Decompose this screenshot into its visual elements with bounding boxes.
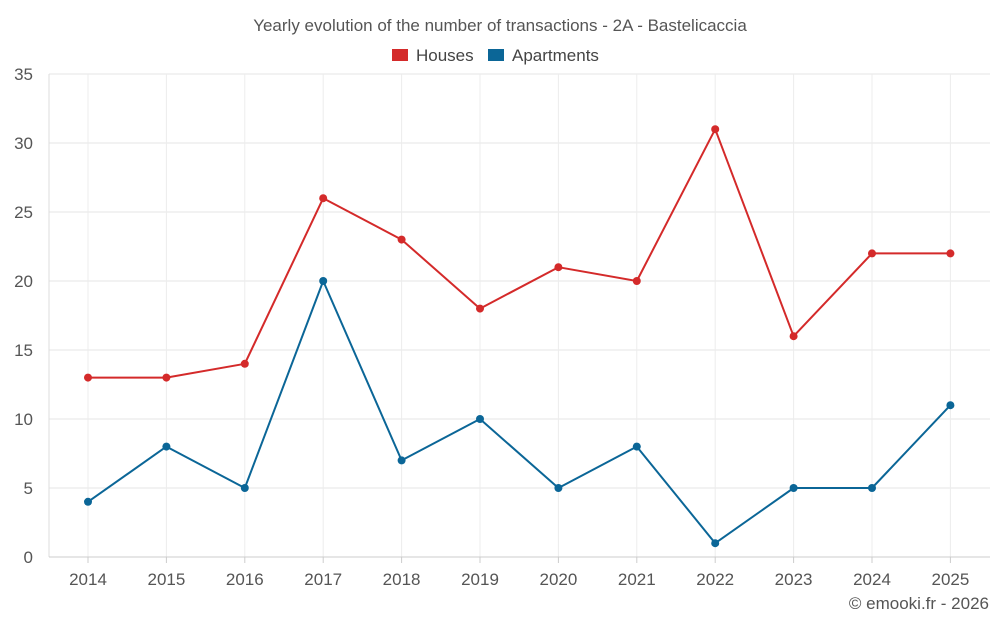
legend-label-apartments: Apartments xyxy=(512,46,599,65)
series-line-houses xyxy=(88,128,951,379)
x-tick-label: 2023 xyxy=(775,570,813,589)
chart-legend: Houses Apartments xyxy=(392,46,599,65)
series-line-apartments xyxy=(87,280,952,545)
data-point-houses xyxy=(84,373,92,382)
data-point-houses xyxy=(711,125,720,134)
data-point-apartments xyxy=(162,442,171,451)
data-point-houses xyxy=(789,332,798,341)
data-point-apartments xyxy=(946,401,955,410)
data-point-apartments xyxy=(711,539,720,548)
data-point-houses xyxy=(868,249,876,258)
x-tick-label: 2025 xyxy=(931,570,969,589)
x-tick-label: 2020 xyxy=(539,570,577,589)
data-point-houses xyxy=(240,359,249,368)
y-tick-label: 5 xyxy=(24,479,33,498)
y-tick-label: 25 xyxy=(14,203,33,222)
y-axis-ticks: 0 5 10 15 20 25 30 35 xyxy=(14,65,33,567)
data-point-apartments xyxy=(397,456,406,465)
x-tick-label: 2018 xyxy=(383,570,421,589)
axes xyxy=(48,74,990,563)
data-point-apartments xyxy=(84,497,92,506)
x-tick-label: 2024 xyxy=(853,570,891,589)
data-point-houses xyxy=(632,277,641,285)
legend-label-houses: Houses xyxy=(416,46,474,65)
data-point-houses xyxy=(162,373,171,382)
y-tick-label: 20 xyxy=(14,272,33,291)
data-point-houses xyxy=(554,263,563,272)
data-point-houses xyxy=(397,235,406,244)
x-tick-label: 2019 xyxy=(461,570,499,589)
y-tick-label: 35 xyxy=(14,65,33,84)
x-tick-label: 2021 xyxy=(618,570,656,589)
y-tick-label: 10 xyxy=(14,410,33,429)
data-point-apartments xyxy=(868,484,876,492)
x-tick-label: 2016 xyxy=(226,570,264,589)
x-tick-label: 2022 xyxy=(696,570,734,589)
x-axis-ticks: 2014 2015 2016 2017 2018 2019 2020 2021 2022 2023… xyxy=(69,570,969,589)
data-point-apartments xyxy=(632,442,641,451)
y-tick-label: 30 xyxy=(14,134,33,153)
data-point-apartments xyxy=(240,484,249,492)
data-point-apartments xyxy=(319,277,328,285)
data-point-houses xyxy=(319,194,328,203)
legend-swatch-apartments xyxy=(488,49,504,61)
data-series xyxy=(84,125,955,548)
x-tick-label: 2015 xyxy=(147,570,185,589)
x-tick-label: 2017 xyxy=(304,570,342,589)
data-point-houses xyxy=(946,249,955,258)
y-tick-label: 15 xyxy=(14,341,33,360)
x-tick-label: 2014 xyxy=(69,570,107,589)
data-point-apartments xyxy=(554,484,563,492)
data-point-apartments xyxy=(789,484,798,492)
data-point-apartments xyxy=(476,415,484,423)
credit-text: © emooki.fr - 2026 xyxy=(849,594,989,613)
y-tick-label: 0 xyxy=(24,548,33,567)
data-point-houses xyxy=(476,304,484,313)
legend-swatch-houses xyxy=(392,49,408,61)
grid-lines xyxy=(49,73,990,557)
chart-title: Yearly evolution of the number of transa… xyxy=(253,16,747,35)
